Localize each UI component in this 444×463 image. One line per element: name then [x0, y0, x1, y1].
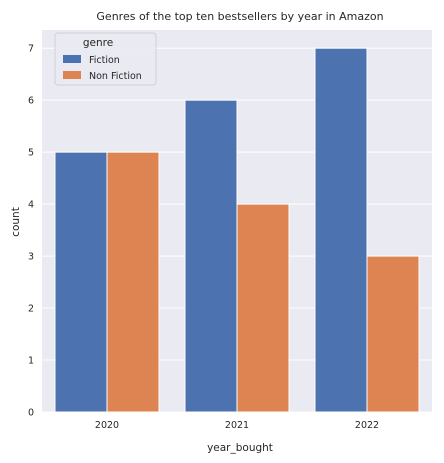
y-axis-label: count [10, 207, 22, 237]
bar-non-fiction-2021 [237, 204, 289, 412]
bar-non-fiction-2020 [107, 152, 159, 412]
x-tick-label: 2020 [95, 420, 119, 431]
bar-fiction-2020 [55, 152, 107, 412]
y-tick-label: 2 [28, 304, 34, 315]
y-tick-labels: 0 1 2 3 4 5 6 7 [28, 44, 34, 419]
legend-label-fiction: Fiction [89, 55, 120, 66]
legend: genre Fiction Non Fiction [55, 33, 156, 85]
bar-non-fiction-2022 [367, 256, 419, 412]
legend-swatch-non-fiction [63, 71, 81, 79]
legend-swatch-fiction [63, 55, 81, 63]
legend-label-non-fiction: Non Fiction [89, 71, 142, 82]
chart-title: Genres of the top ten bestsellers by yea… [96, 10, 383, 23]
x-tick-label: 2021 [225, 420, 249, 431]
x-axis-label: year_bought [207, 442, 273, 454]
y-tick-label: 4 [28, 200, 34, 211]
y-tick-label: 3 [28, 252, 34, 263]
x-tick-label: 2022 [355, 420, 379, 431]
y-tick-label: 7 [28, 44, 34, 55]
bar-fiction-2022 [315, 48, 367, 412]
y-tick-label: 6 [28, 96, 34, 107]
legend-title: genre [83, 37, 113, 49]
y-tick-label: 1 [28, 356, 34, 367]
y-tick-label: 5 [28, 148, 34, 159]
y-tick-label: 0 [28, 408, 34, 419]
x-tick-labels: 2020 2021 2022 [95, 420, 379, 431]
bar-fiction-2021 [185, 100, 237, 412]
